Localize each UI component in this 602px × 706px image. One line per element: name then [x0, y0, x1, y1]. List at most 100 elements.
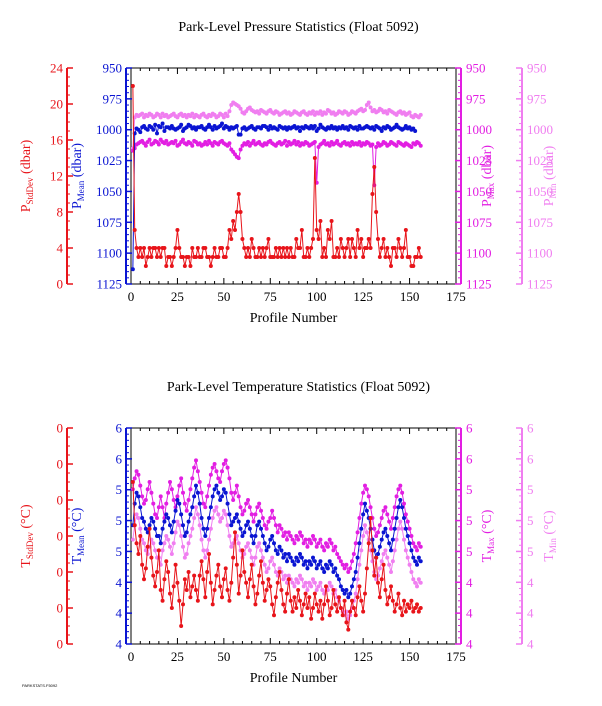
min-tick-label: 6: [527, 421, 534, 436]
mean-data-point: [379, 128, 384, 133]
stddev-data-point: [175, 228, 180, 232]
mean-data-point: [294, 555, 299, 560]
mean-data-point: [158, 125, 163, 130]
max-data-point: [143, 143, 148, 148]
max-data-point: [316, 541, 321, 546]
min-data-point: [223, 512, 228, 517]
max-data-point: [364, 487, 369, 492]
stddev-data-point: [184, 588, 189, 592]
mean-tick-label: 5: [116, 482, 123, 497]
x-tick-label: 75: [264, 649, 277, 664]
mean-data-point: [268, 537, 273, 542]
stddev-data-point: [244, 580, 249, 585]
stddev-data-point: [335, 246, 340, 250]
stddev-data-point: [136, 552, 141, 556]
stddev-data-point: [182, 264, 187, 268]
mean-data-point: [173, 508, 178, 513]
stddev-data-point: [227, 228, 232, 232]
min-data-point: [389, 570, 393, 574]
stddev-data-point: [194, 588, 198, 592]
stddev-data-point: [255, 591, 260, 596]
x-axis-label: Profile Number: [250, 311, 338, 326]
mean-data-point: [415, 562, 419, 567]
stddev-data-point: [327, 237, 332, 241]
mean-data-point: [273, 548, 278, 553]
mean-data-point: [225, 501, 230, 506]
max-data-point: [296, 537, 301, 542]
max-data-point: [379, 516, 384, 520]
max-data-point: [192, 465, 197, 470]
mean-data-point: [407, 541, 412, 546]
min-data-point: [409, 570, 414, 574]
mean-data-point: [411, 555, 416, 560]
max-data-point: [164, 501, 169, 506]
max-data-point: [233, 490, 237, 495]
max-data-point: [234, 483, 239, 488]
stddev-data-point: [377, 255, 382, 259]
mean-data-point: [337, 577, 341, 582]
mean-data-point: [350, 584, 354, 589]
mean-data-point: [136, 494, 141, 499]
max-data-point: [400, 490, 405, 495]
mean-data-point: [312, 124, 317, 129]
min-data-point: [164, 534, 169, 538]
mean-data-point: [203, 534, 208, 538]
min-tick-label: 6: [527, 451, 534, 466]
stddev-data-point: [299, 228, 304, 232]
max-data-point: [190, 476, 195, 481]
min-data-point: [286, 573, 291, 578]
stddev-data-point: [301, 602, 306, 607]
stddev-data-point: [294, 237, 299, 241]
stddev-data-point: [162, 577, 167, 582]
stddev-data-point: [416, 246, 421, 250]
min-data-point: [394, 537, 399, 542]
mean-data-point: [331, 570, 336, 574]
min-data-point: [283, 573, 288, 578]
stddev-data-point: [320, 255, 325, 259]
stddev-data-point: [292, 255, 297, 259]
max-data-point: [246, 498, 250, 502]
min-tick-label: 5: [527, 482, 534, 497]
stddev-data-point: [402, 246, 406, 250]
mean-data-point: [199, 516, 204, 520]
min-data-point: [363, 523, 367, 528]
min-data-point: [387, 562, 392, 567]
stddev-data-point: [303, 255, 308, 259]
stddev-data-point: [376, 580, 380, 585]
stddev-data-point: [136, 255, 141, 259]
mean-data-point: [212, 487, 217, 492]
mean-data-point: [233, 516, 237, 520]
min-tick-label: 4: [527, 606, 534, 621]
stddev-data-point: [158, 255, 163, 259]
min-data-point: [175, 519, 180, 524]
max-data-point: [327, 143, 332, 148]
max-data-point: [179, 476, 184, 481]
max-data-point: [227, 141, 232, 146]
mean-data-point: [236, 519, 241, 524]
max-data-point: [322, 548, 327, 553]
max-data-point: [227, 476, 232, 481]
max-data-point: [392, 505, 397, 510]
stddev-data-point: [220, 246, 224, 250]
stddev-data-point: [340, 246, 345, 250]
mean-tick-label: 1025: [96, 153, 122, 168]
min-data-point: [247, 548, 252, 553]
max-data-point: [255, 505, 260, 510]
min-data-point: [184, 552, 189, 556]
min-data-point: [173, 530, 178, 535]
min-data-point: [195, 512, 200, 517]
x-tick-label: 125: [353, 289, 373, 304]
min-tick-label: 1025: [527, 153, 553, 168]
stddev-data-point: [288, 246, 293, 250]
min-data-point: [366, 100, 371, 105]
stddev-data-point: [324, 584, 328, 589]
max-data-point: [236, 156, 241, 161]
min-data-point: [273, 570, 278, 574]
mean-data-point: [403, 526, 408, 531]
stddev-data-point: [324, 255, 328, 259]
stddev-data-point: [361, 609, 366, 614]
mean-data-point: [266, 544, 271, 549]
stddev-data-point: [316, 609, 321, 614]
stddev-data-point: [357, 246, 362, 250]
stddev-data-point: [374, 210, 379, 214]
